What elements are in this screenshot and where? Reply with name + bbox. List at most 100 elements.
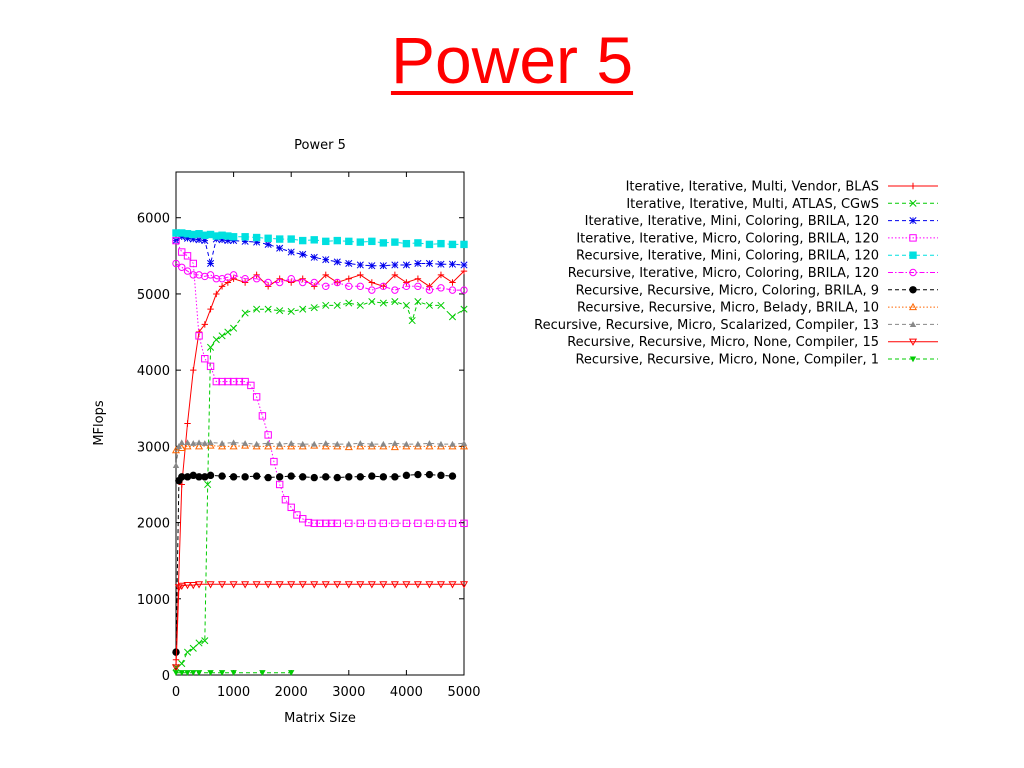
data-point bbox=[322, 256, 330, 264]
data-point bbox=[204, 480, 212, 489]
data-point bbox=[425, 581, 434, 589]
data-point bbox=[379, 262, 387, 270]
legend-label: Recursive, Recursive, Micro, Coloring, B… bbox=[576, 283, 879, 298]
data-point bbox=[178, 263, 186, 271]
data-point bbox=[322, 282, 330, 291]
data-point bbox=[408, 317, 416, 325]
data-point bbox=[368, 286, 376, 294]
data-point bbox=[333, 236, 341, 245]
data-point bbox=[345, 282, 353, 291]
data-point bbox=[333, 278, 341, 287]
data-point bbox=[414, 275, 422, 282]
data-point bbox=[908, 338, 918, 346]
data-point bbox=[414, 298, 422, 306]
data-point bbox=[299, 515, 307, 523]
data-point bbox=[241, 309, 249, 317]
data-point bbox=[357, 271, 364, 279]
data-point bbox=[413, 581, 422, 589]
data-point bbox=[368, 237, 376, 246]
data-point bbox=[218, 231, 226, 239]
data-point bbox=[207, 343, 215, 351]
data-point bbox=[206, 441, 215, 449]
data-point bbox=[206, 362, 215, 371]
data-point bbox=[230, 275, 237, 282]
plot-frame bbox=[175, 171, 465, 676]
legend-item: Iterative, Iterative, Mini, Coloring, BR… bbox=[585, 214, 938, 229]
data-point bbox=[321, 581, 330, 589]
data-point bbox=[459, 581, 469, 589]
data-point bbox=[264, 440, 272, 446]
data-point bbox=[367, 581, 376, 589]
data-point bbox=[909, 217, 917, 225]
data-point bbox=[909, 356, 917, 363]
data-point bbox=[299, 440, 306, 447]
data-point bbox=[218, 472, 226, 480]
data-point bbox=[322, 519, 330, 528]
data-point bbox=[460, 305, 468, 313]
data-point bbox=[333, 301, 341, 309]
data-point bbox=[212, 377, 221, 386]
data-point bbox=[195, 639, 203, 647]
data-point bbox=[252, 274, 261, 283]
data-point bbox=[183, 473, 192, 481]
data-point bbox=[437, 471, 445, 480]
data-point bbox=[909, 182, 917, 190]
data-point bbox=[218, 377, 226, 386]
data-point bbox=[310, 278, 318, 287]
data-point bbox=[276, 244, 284, 252]
data-point bbox=[178, 233, 186, 241]
data-point bbox=[184, 439, 191, 446]
data-point bbox=[190, 670, 197, 676]
data-point bbox=[172, 259, 180, 268]
data-point bbox=[334, 440, 341, 447]
data-point bbox=[391, 473, 399, 481]
series-line bbox=[175, 300, 465, 668]
series bbox=[172, 439, 468, 468]
data-point bbox=[414, 282, 422, 291]
series-line bbox=[175, 240, 464, 524]
series-line bbox=[175, 263, 464, 291]
data-point bbox=[171, 445, 181, 454]
data-point bbox=[276, 307, 284, 315]
data-point bbox=[380, 440, 387, 447]
series-line bbox=[175, 270, 465, 660]
data-point bbox=[391, 519, 399, 528]
data-point bbox=[287, 503, 295, 512]
data-point bbox=[379, 282, 388, 291]
data-point bbox=[212, 336, 220, 344]
data-point bbox=[195, 439, 203, 446]
data-point bbox=[189, 271, 197, 279]
data-point bbox=[275, 473, 284, 481]
y-tick-label: 0 bbox=[162, 669, 170, 684]
x-tick-label: 1000 bbox=[217, 685, 250, 700]
data-point bbox=[224, 237, 232, 245]
series bbox=[172, 267, 468, 663]
legend-label: Recursive, Iterative, Micro, Coloring, B… bbox=[568, 266, 879, 281]
data-point bbox=[229, 581, 238, 589]
data-point bbox=[287, 581, 296, 589]
data-point bbox=[357, 440, 364, 446]
data-point bbox=[183, 442, 192, 450]
x-axis-label: Matrix Size bbox=[284, 711, 356, 726]
data-point bbox=[391, 298, 399, 306]
data-point bbox=[288, 279, 295, 286]
data-point bbox=[241, 237, 249, 245]
data-point bbox=[322, 301, 330, 309]
series-line bbox=[175, 445, 464, 451]
legend-item: Iterative, Iterative, Micro, Coloring, B… bbox=[576, 231, 938, 246]
data-point bbox=[275, 581, 284, 589]
data-point bbox=[448, 313, 457, 321]
data-point bbox=[206, 230, 215, 239]
data-point bbox=[333, 258, 341, 266]
data-point bbox=[322, 440, 329, 446]
data-point bbox=[460, 286, 468, 294]
data-point bbox=[177, 582, 186, 591]
data-point bbox=[259, 670, 266, 676]
data-point bbox=[175, 443, 183, 449]
data-point bbox=[275, 278, 284, 287]
series bbox=[172, 670, 295, 676]
data-point bbox=[333, 519, 341, 528]
data-point bbox=[276, 275, 283, 282]
data-point bbox=[183, 252, 192, 260]
data-point bbox=[304, 518, 313, 527]
